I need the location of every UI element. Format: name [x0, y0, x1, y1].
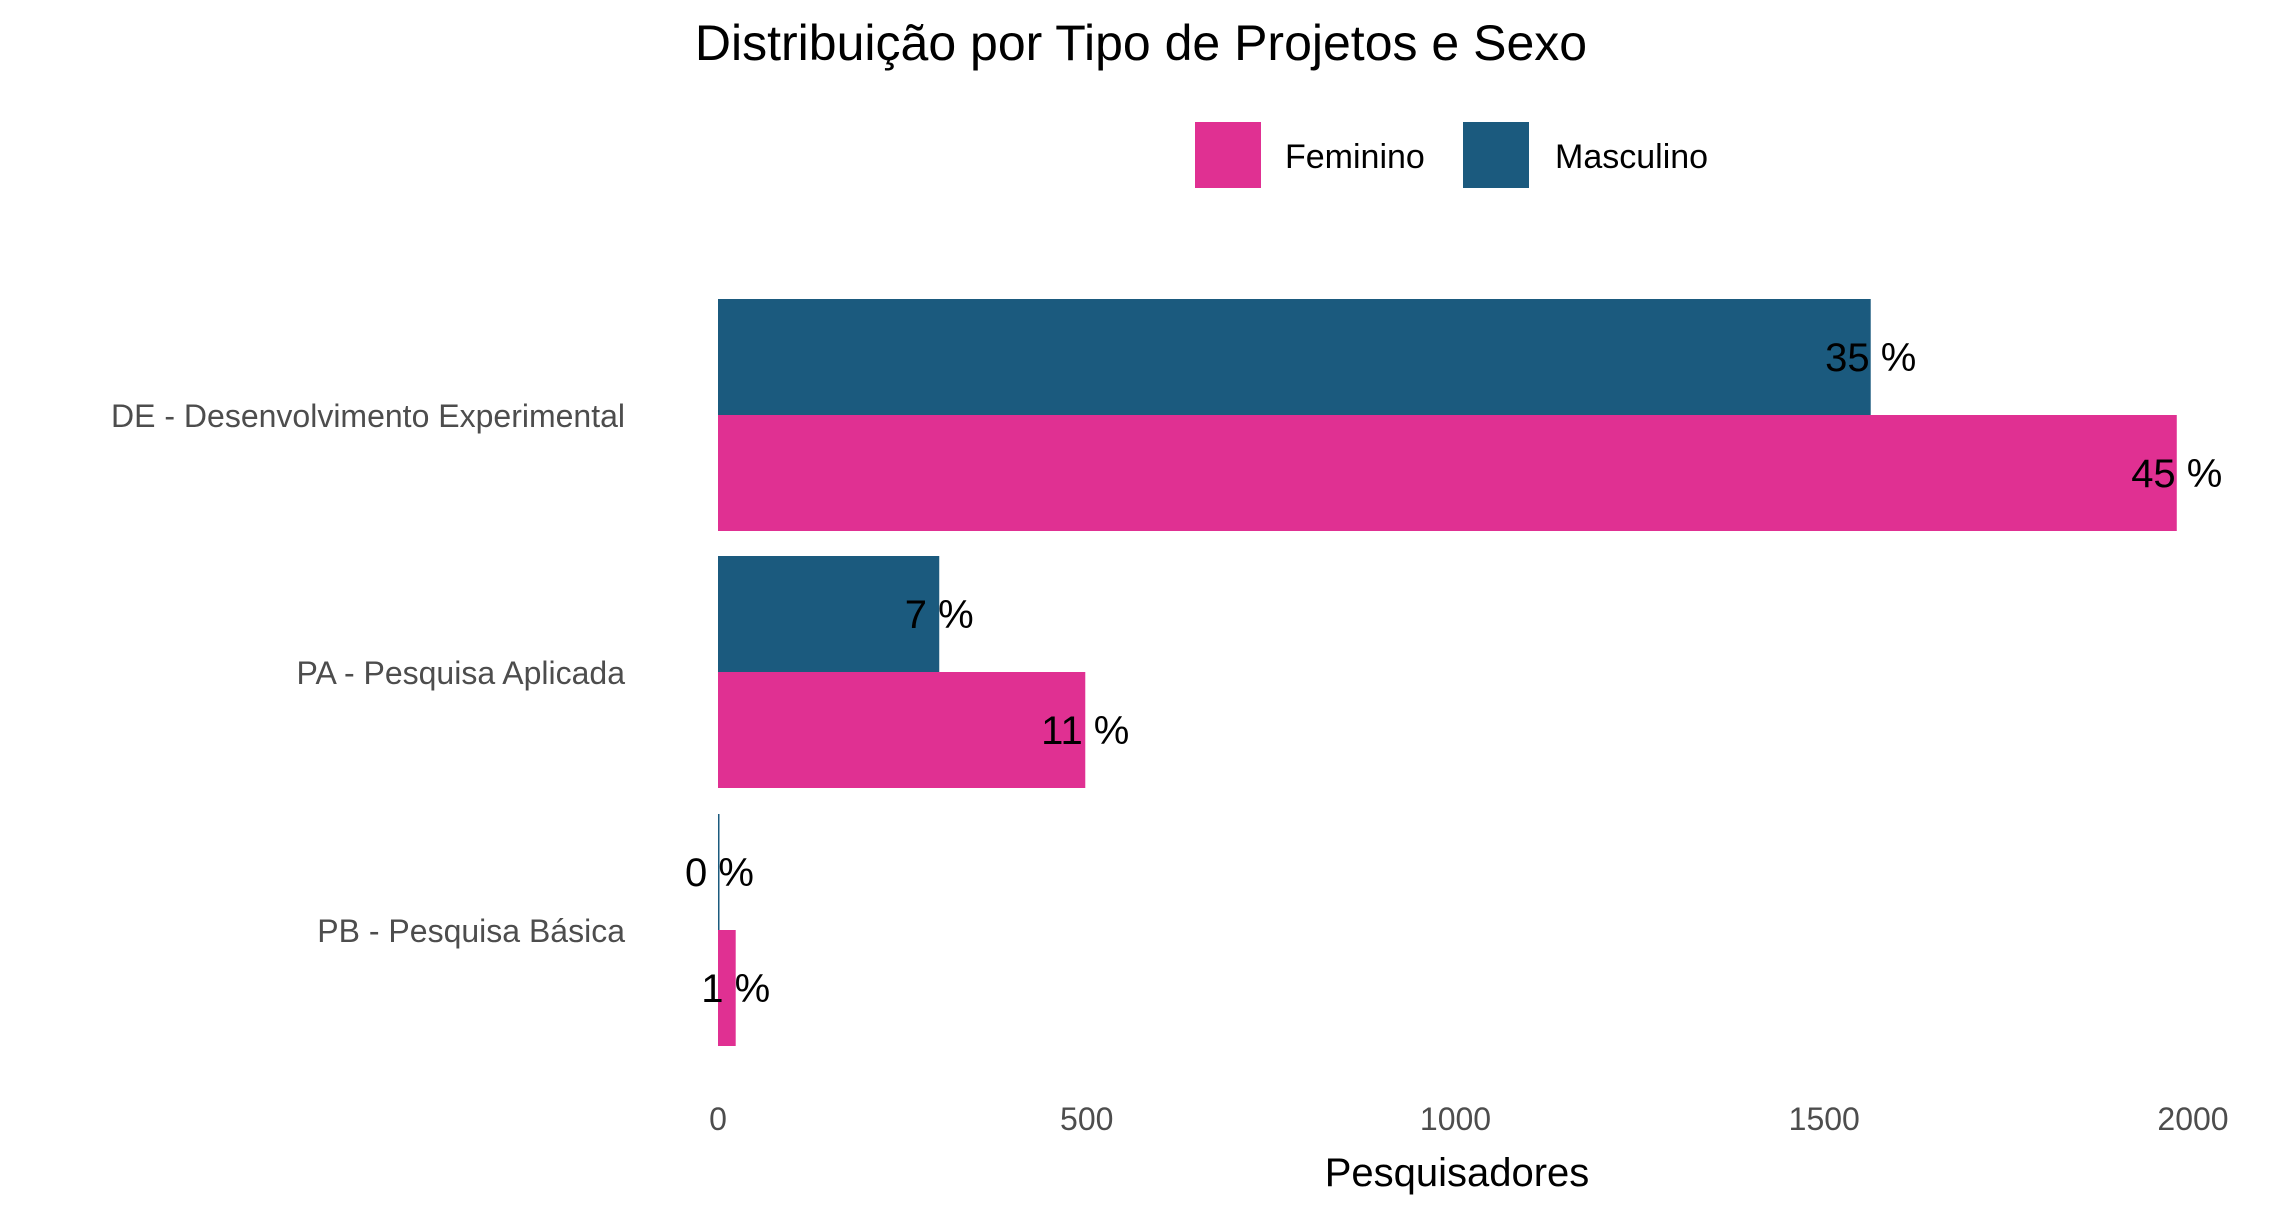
x-tick-label: 500 — [1060, 1101, 1113, 1137]
x-tick-label: 2000 — [2157, 1101, 2228, 1137]
x-tick-label: 0 — [709, 1101, 727, 1137]
x-axis-ticks: 0 500 1000 1500 2000 — [709, 1101, 2228, 1137]
bar-value-label: 45 % — [2131, 452, 2222, 496]
category-label: PB - Pesquisa Básica — [317, 913, 625, 949]
category-label: DE - Desenvolvimento Experimental — [111, 398, 625, 434]
bar-masculino — [718, 814, 720, 930]
bar-masculino — [718, 299, 1871, 415]
x-tick-label: 1000 — [1420, 1101, 1491, 1137]
bar-value-label: 1 % — [701, 967, 770, 1011]
legend: Feminino Masculino — [1195, 122, 1708, 188]
bar-feminino — [718, 672, 1086, 788]
bar-value-label: 0 % — [685, 851, 754, 895]
legend-swatch-masculino — [1463, 122, 1529, 188]
bar-value-labels: 35 % 45 % 7 % 11 % 0 % 1 % — [685, 336, 2222, 1011]
bar-value-label: 35 % — [1825, 336, 1916, 380]
bar-masculino — [718, 556, 940, 672]
bar-value-label: 7 % — [905, 593, 974, 637]
category-label: PA - Pesquisa Aplicada — [297, 655, 626, 691]
bar-value-label: 11 % — [1041, 709, 1129, 753]
bar-feminino — [718, 930, 736, 1046]
x-tick-label: 1500 — [1789, 1101, 1860, 1137]
legend-swatch-feminino — [1195, 122, 1261, 188]
legend-label-feminino: Feminino — [1285, 138, 1425, 176]
legend-label-masculino: Masculino — [1555, 138, 1708, 176]
bars — [718, 299, 2177, 1046]
y-axis-labels: DE - Desenvolvimento Experimental PA - Pe… — [111, 398, 625, 949]
x-axis-label: Pesquisadores — [1325, 1151, 1590, 1195]
bar-feminino — [718, 415, 2177, 531]
chart-title: Distribuição por Tipo de Projetos e Sexo — [695, 15, 1587, 71]
